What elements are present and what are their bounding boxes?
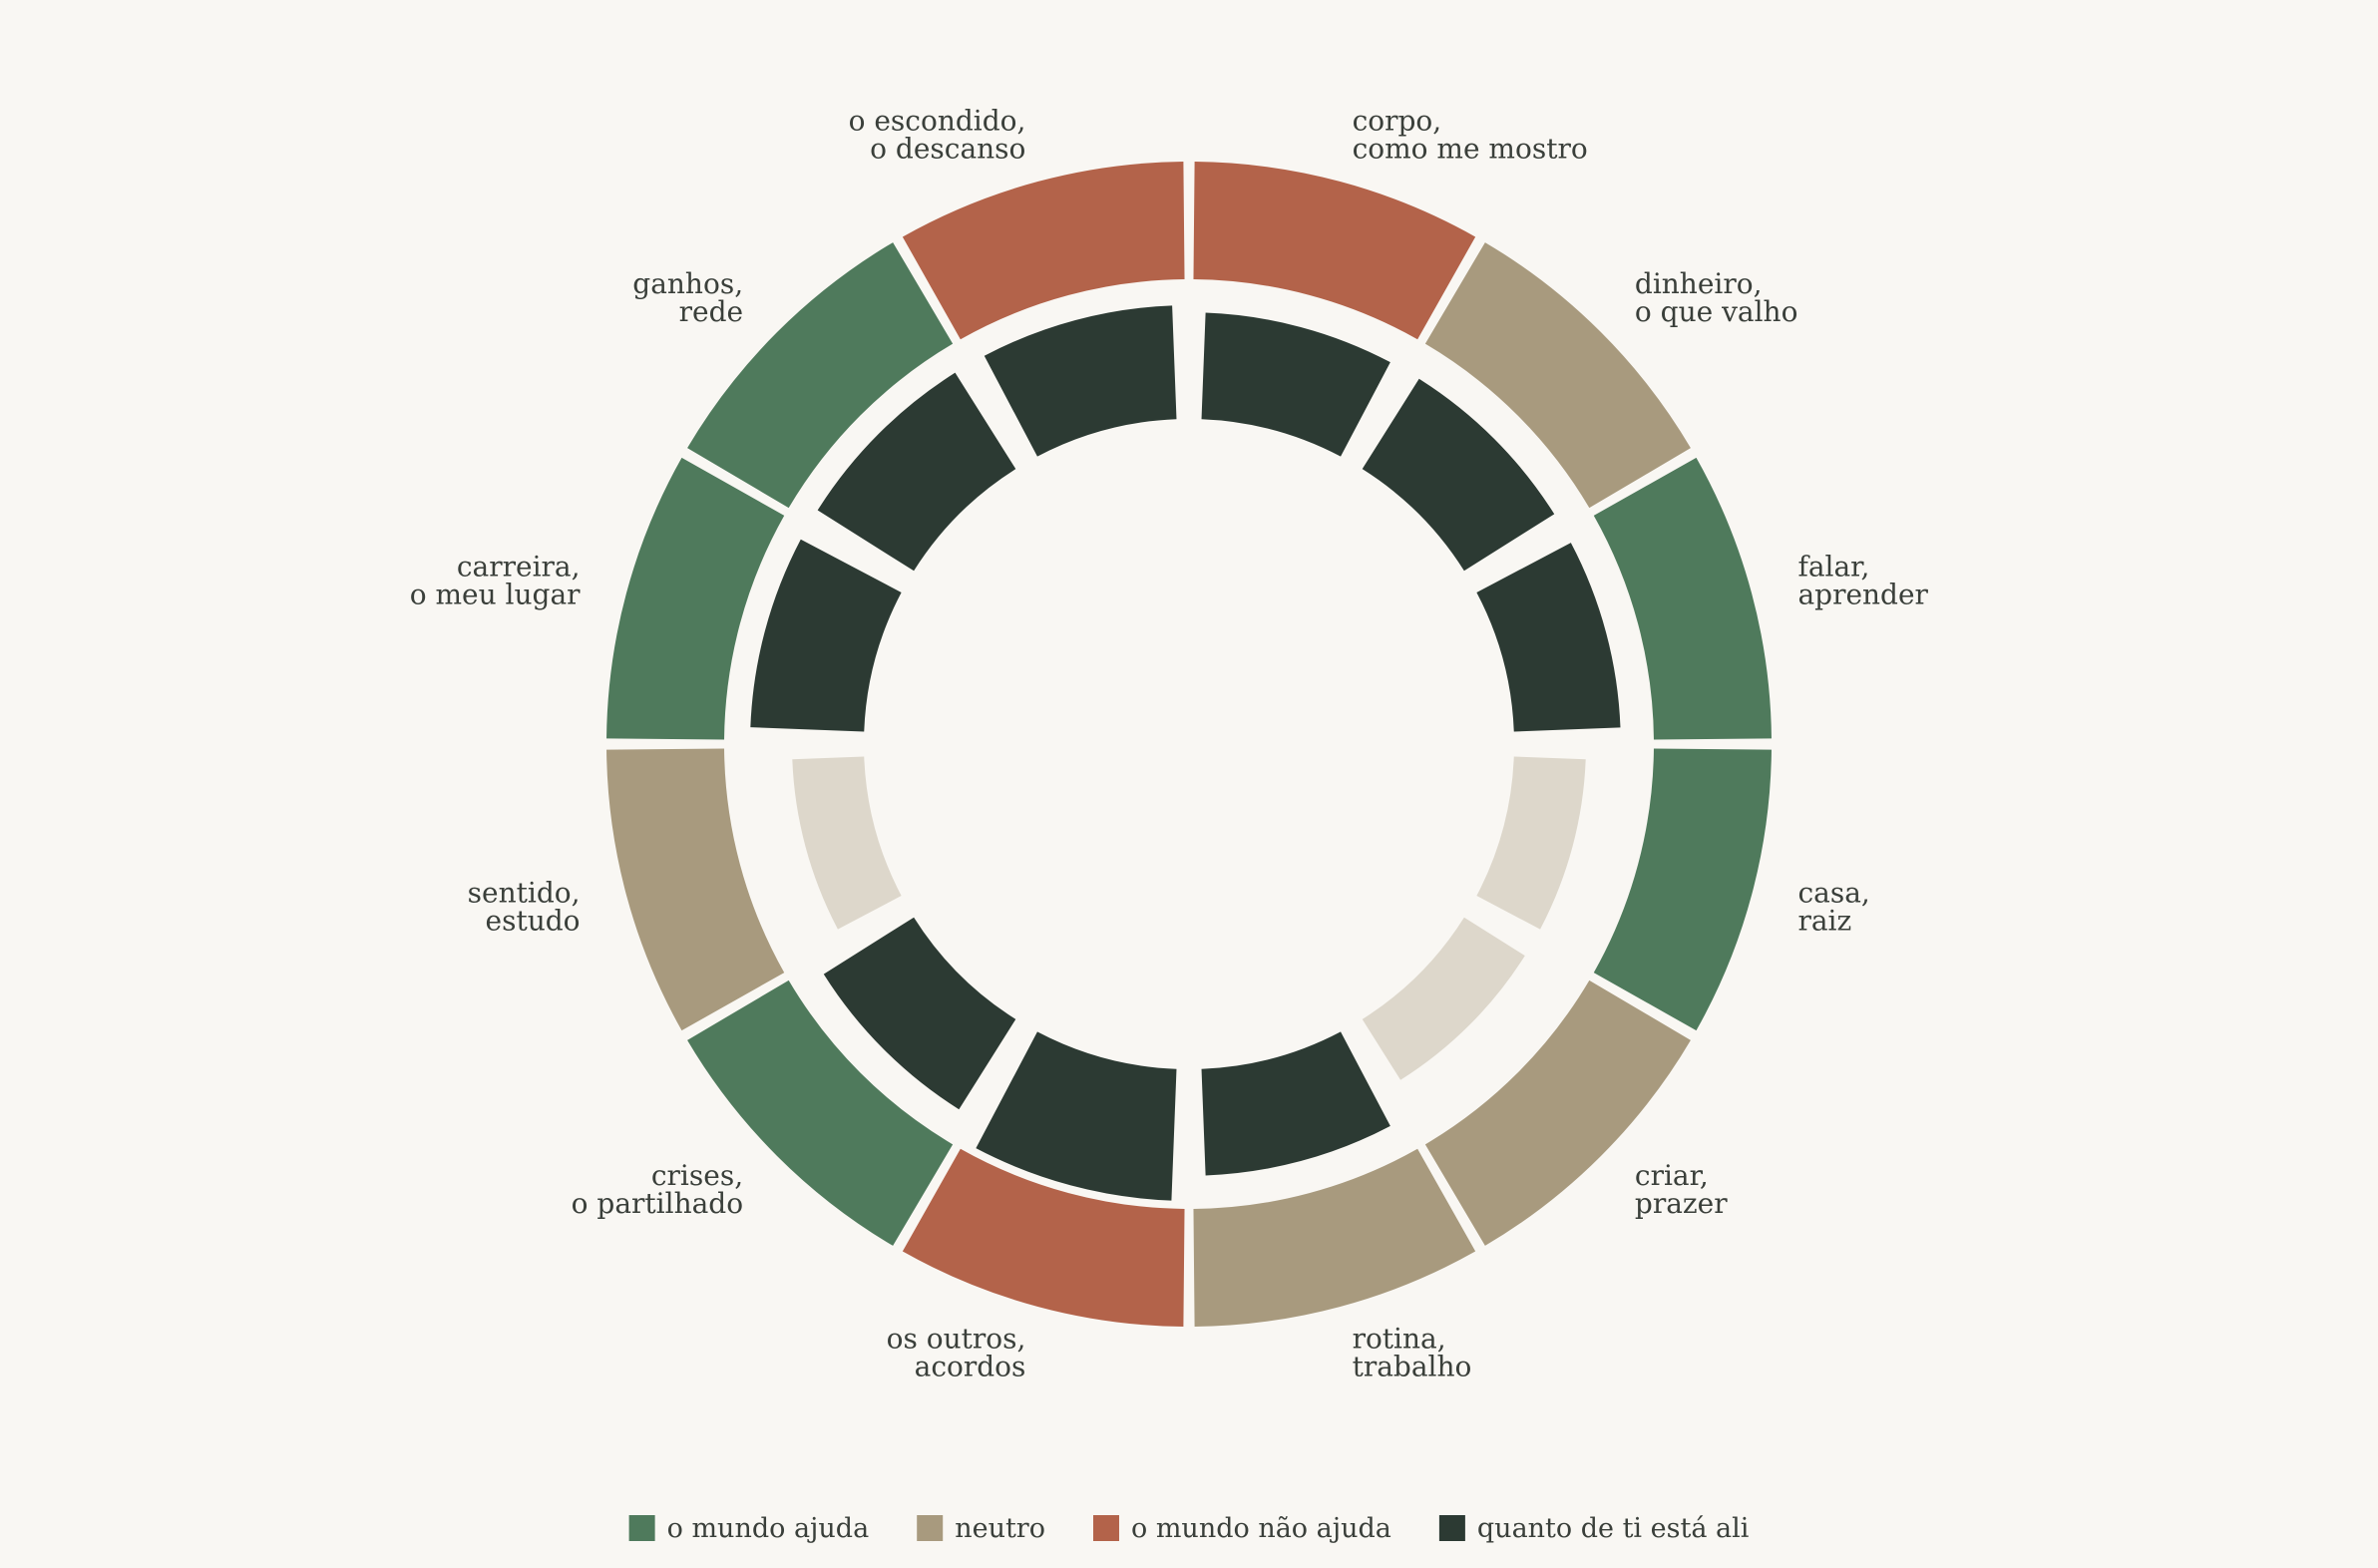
- segment-label-line: estudo: [486, 905, 581, 938]
- segment-label: o escondido, o descanso: [849, 105, 1026, 166]
- legend-label: quanto de ti está ali: [1477, 1513, 1750, 1544]
- outer-segment: [1424, 980, 1691, 1246]
- inner-segment: [1362, 917, 1525, 1080]
- inner-segment: [1362, 378, 1555, 572]
- inner-segment: [750, 539, 902, 732]
- inner-segment: [823, 917, 1016, 1110]
- segment-label-line: acordos: [915, 1350, 1026, 1382]
- segment-label-line: dinheiro,: [1635, 267, 1763, 300]
- segment-label-line: ganhos,: [632, 267, 743, 300]
- segment-label: os outros, acordos: [887, 1322, 1026, 1382]
- outer-segment: [902, 1148, 1185, 1327]
- inner-segment: [1201, 312, 1390, 457]
- legend-swatch: [628, 1515, 655, 1541]
- segment-labels: corpo, como me mostro dinheiro, o que valho…: [410, 105, 1929, 1383]
- segment-label: corpo, como me mostro: [1353, 105, 1588, 166]
- legend-swatch: [1092, 1515, 1119, 1541]
- outer-segment: [1193, 1148, 1476, 1327]
- segment-label-line: como me mostro: [1353, 133, 1588, 166]
- segment-label-line: rede: [679, 295, 743, 328]
- segment-label-line: crises,: [651, 1159, 743, 1192]
- outer-segment: [1593, 748, 1772, 1031]
- legend-label: o mundo não ajuda: [1131, 1513, 1391, 1544]
- legend: o mundo ajuda neutro o mundo não ajuda quan…: [628, 1513, 1750, 1544]
- segment-label-line: falar,: [1797, 550, 1869, 583]
- segment-label-line: o escondido,: [849, 105, 1026, 138]
- inner-ring: [750, 305, 1621, 1201]
- segment-label-line: corpo,: [1353, 105, 1442, 138]
- segment-label-line: sentido,: [468, 877, 581, 910]
- segment-label: casa, raiz: [1797, 877, 1869, 938]
- segment-label-line: o que valho: [1635, 295, 1798, 328]
- inner-segment: [984, 305, 1177, 457]
- legend-label: neutro: [955, 1513, 1045, 1544]
- legend-label: o mundo ajuda: [667, 1513, 870, 1544]
- outer-ring: [606, 162, 1772, 1327]
- outer-segment: [687, 242, 954, 509]
- segment-label-line: aprender: [1797, 578, 1928, 610]
- segment-label: carreira, o meu lugar: [410, 550, 581, 610]
- outer-segment: [687, 980, 954, 1246]
- outer-segment: [1193, 162, 1476, 340]
- outer-segment: [606, 457, 785, 740]
- segment-label-line: os outros,: [887, 1322, 1026, 1355]
- outer-segment: [1424, 242, 1691, 509]
- inner-segment: [1476, 543, 1621, 732]
- inner-segment: [817, 372, 1016, 572]
- inner-segment: [792, 756, 902, 930]
- segment-label: ganhos, rede: [632, 267, 743, 328]
- segment-label-line: o descanso: [870, 133, 1025, 166]
- segment-label: rotina, trabalho: [1353, 1322, 1472, 1382]
- segment-label: crises, o partilhado: [572, 1159, 743, 1220]
- outer-segment: [606, 748, 785, 1031]
- segment-label-line: prazer: [1635, 1187, 1728, 1220]
- inner-segment: [1201, 1031, 1390, 1176]
- segment-label-line: criar,: [1635, 1159, 1709, 1192]
- legend-swatch: [1438, 1515, 1465, 1541]
- segment-label-line: o meu lugar: [410, 578, 581, 610]
- outer-segment: [1593, 457, 1772, 740]
- segment-label: dinheiro, o que valho: [1635, 267, 1798, 328]
- segment-label: sentido, estudo: [468, 877, 581, 938]
- segment-label-line: raiz: [1797, 905, 1851, 938]
- inner-segment: [976, 1031, 1177, 1201]
- segment-label-line: trabalho: [1353, 1350, 1472, 1382]
- segment-label: criar, prazer: [1635, 1159, 1728, 1220]
- segment-label: falar, aprender: [1797, 550, 1928, 610]
- segment-label-line: o partilhado: [572, 1187, 743, 1220]
- inner-segment: [1476, 756, 1586, 930]
- segment-label-line: rotina,: [1353, 1322, 1446, 1355]
- legend-swatch: [917, 1515, 944, 1541]
- outer-segment: [902, 162, 1185, 340]
- segment-label-line: casa,: [1797, 877, 1869, 910]
- segment-label-line: carreira,: [457, 550, 581, 583]
